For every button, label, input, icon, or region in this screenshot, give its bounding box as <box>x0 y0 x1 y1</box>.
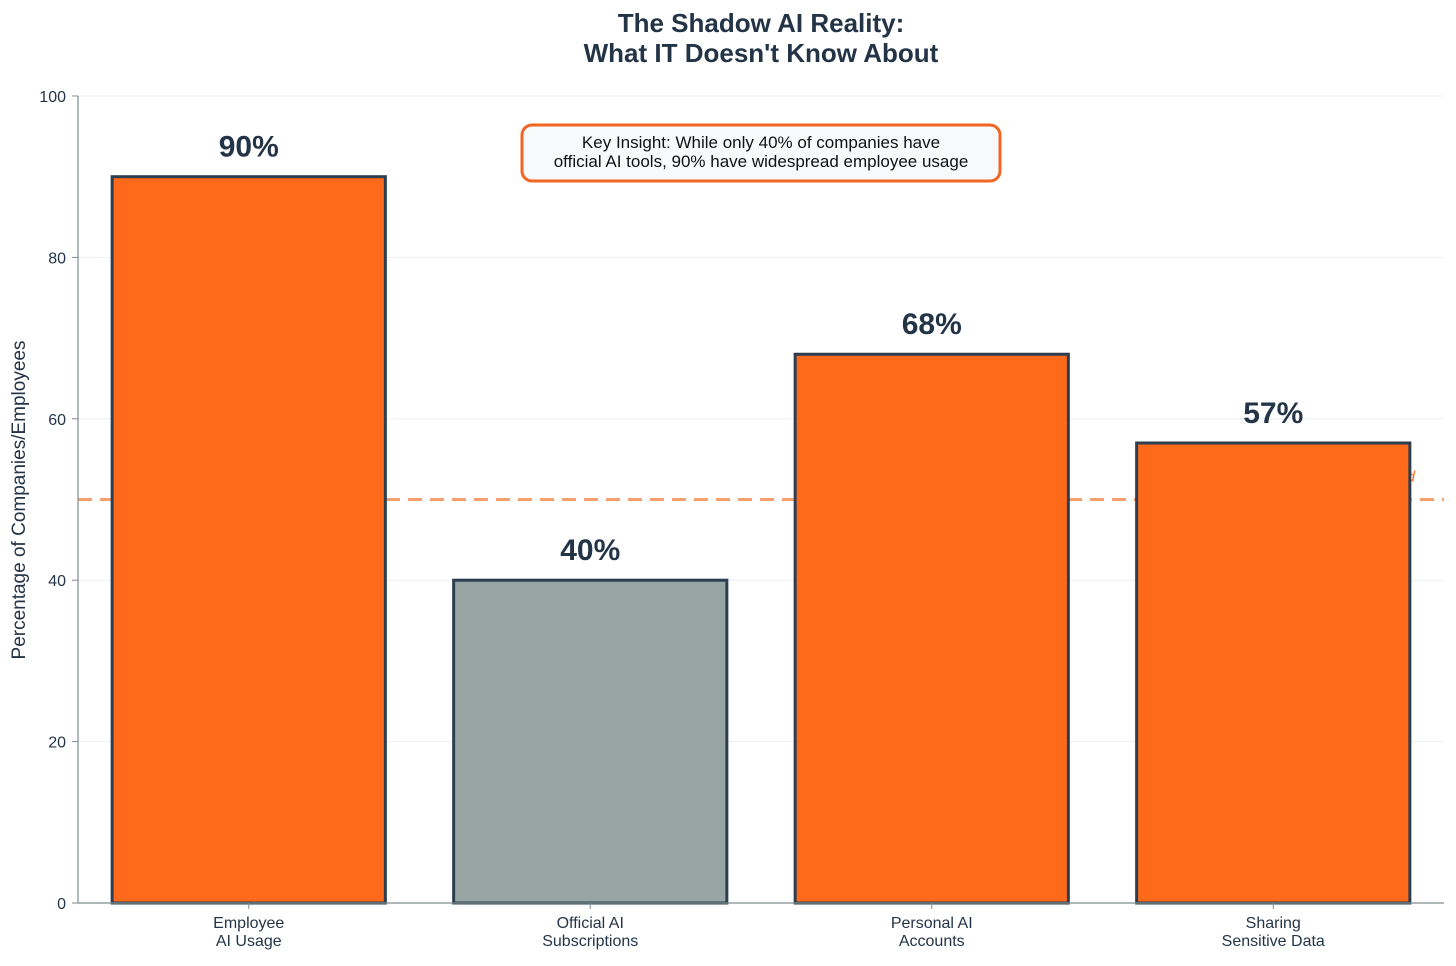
x-tick-label: Accounts <box>899 933 965 950</box>
y-tick-label: 60 <box>48 412 66 429</box>
y-axis-label: Percentage of Companies/Employees <box>9 341 30 660</box>
key-insight-text: Key Insight: While only 40% of companies… <box>582 133 940 152</box>
key-insight-text: official AI tools, 90% have widespread e… <box>554 152 969 171</box>
x-tick-label: Sensitive Data <box>1222 933 1325 950</box>
x-tick-label: Sharing <box>1246 915 1301 932</box>
y-tick-label: 20 <box>48 735 66 752</box>
y-tick-label: 100 <box>39 89 66 106</box>
y-tick-label: 80 <box>48 250 66 267</box>
chart-title-line-2: What IT Doesn't Know About <box>584 38 939 68</box>
bar <box>793 352 1070 905</box>
x-tick-label: Official AI <box>557 915 624 932</box>
x-tick-label: Subscriptions <box>542 933 638 950</box>
bar-value-label: 90% <box>219 131 279 164</box>
chart-title: The Shadow AI Reality: What IT Doesn't K… <box>584 8 939 68</box>
bar-value-label: 40% <box>560 534 620 567</box>
x-tick-label: Personal AI <box>891 915 973 932</box>
key-insight-box: Key Insight: While only 40% of companies… <box>520 123 1002 183</box>
bar-value-label: 57% <box>1243 397 1303 430</box>
bars <box>110 175 1412 905</box>
bar <box>1135 441 1412 905</box>
x-tick-label: AI Usage <box>216 933 282 950</box>
chart-title-line-1: The Shadow AI Reality: <box>618 8 905 38</box>
key-insight-box-frame <box>520 123 1002 183</box>
x-tick-label: Employee <box>213 915 284 932</box>
y-tick-label: 0 <box>57 896 66 913</box>
bar <box>110 175 387 905</box>
y-tick-label: 40 <box>48 573 66 590</box>
bar-value-label: 68% <box>902 308 962 341</box>
bar <box>452 578 729 905</box>
axes <box>72 95 1444 909</box>
